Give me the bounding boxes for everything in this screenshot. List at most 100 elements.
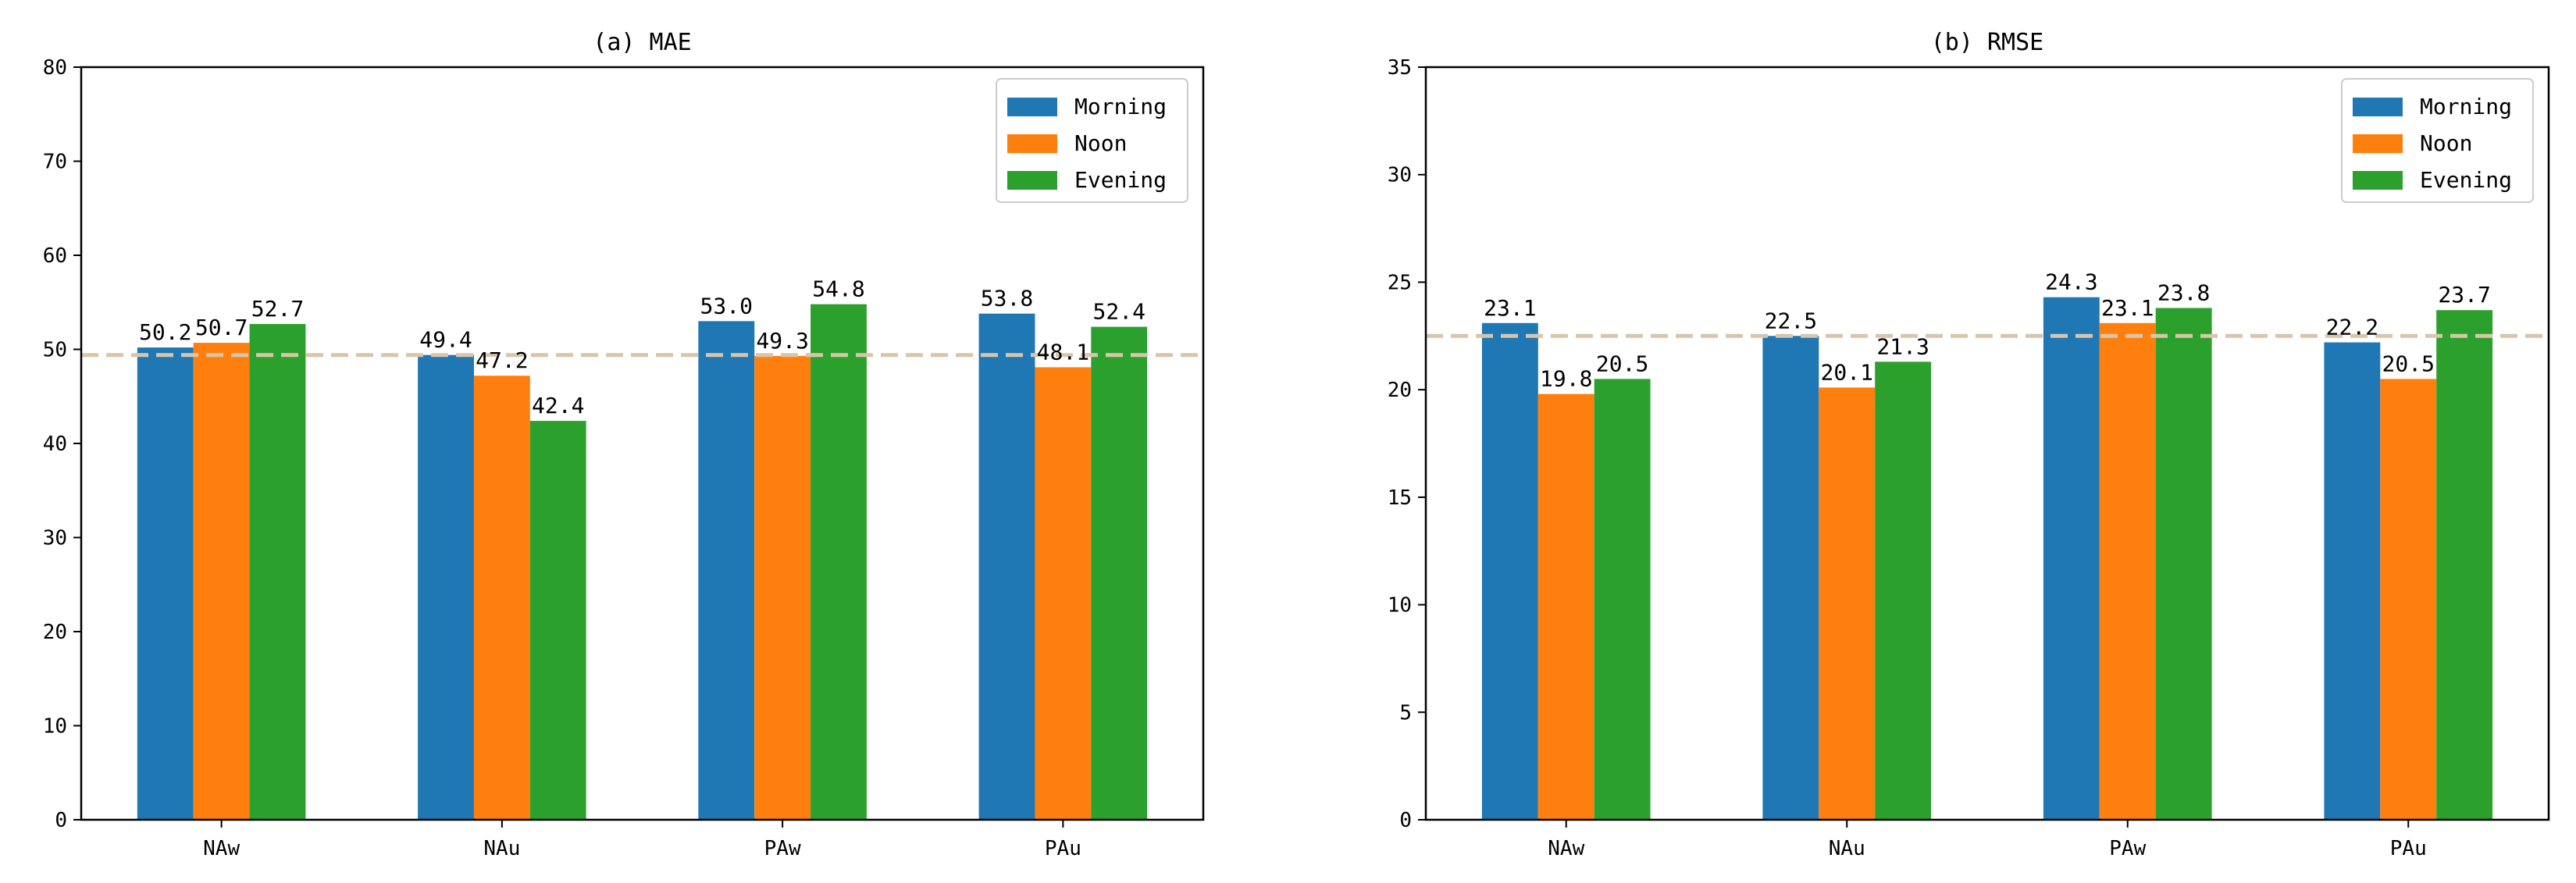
- bar-evening-nau: [1875, 361, 1932, 820]
- chart-title: (a) MAE: [593, 29, 691, 56]
- y-tick-label: 60: [43, 244, 67, 268]
- y-tick-label: 25: [1388, 271, 1412, 294]
- bar-noon-pau: [1035, 367, 1092, 820]
- x-tick-label: NAw: [1548, 837, 1584, 860]
- y-tick-label: 35: [1388, 56, 1412, 80]
- data-label: 49.4: [419, 327, 472, 353]
- legend-swatch-morning: [2353, 98, 2403, 116]
- bar-noon-paw: [2099, 322, 2156, 820]
- y-tick-label: 30: [1388, 164, 1412, 187]
- data-label: 50.7: [195, 315, 248, 340]
- legend: Morning Noon Evening: [996, 78, 1188, 203]
- bar-morning-paw: [698, 321, 755, 821]
- bar-noon-nau: [1819, 387, 1876, 821]
- y-tick-label: 20: [43, 621, 67, 644]
- data-label: 20.5: [2382, 351, 2435, 376]
- bar-morning-pau: [978, 313, 1035, 821]
- legend: Morning Noon Evening: [2341, 78, 2534, 203]
- x-tick-label: PAw: [2109, 837, 2146, 860]
- data-label: 52.7: [251, 296, 304, 322]
- legend-label-evening: Evening: [2420, 167, 2512, 193]
- x-tick-label: NAw: [203, 837, 240, 860]
- data-labels: 50.2 49.4 53.0 53.8 50.7 47.2 49.3 48.1 52.7 42.4…: [139, 276, 1145, 418]
- data-label: 23.1: [1484, 295, 1536, 321]
- y-tick-label: 10: [1388, 594, 1412, 618]
- y-tick-label: 20: [1388, 379, 1412, 402]
- legend-label-evening: Evening: [1074, 167, 1167, 193]
- y-tick-label: 0: [55, 809, 67, 832]
- bar-noon-naw: [193, 343, 250, 820]
- legend-swatch-morning: [1007, 98, 1057, 116]
- bar-morning-nau: [1762, 336, 1819, 820]
- y-tick-label: 50: [43, 339, 67, 362]
- x-tick-label: PAw: [764, 837, 801, 860]
- data-label: 53.0: [700, 293, 753, 319]
- legend-swatch-noon: [1007, 134, 1057, 153]
- data-label: 23.1: [2101, 295, 2154, 321]
- y-tick-label: 10: [43, 715, 67, 739]
- bar-noon-paw: [754, 355, 811, 820]
- y-tick-label: 70: [43, 151, 67, 174]
- y-tick-label: 5: [1399, 701, 1412, 725]
- bars: [137, 304, 1148, 821]
- bar-morning-nau: [418, 354, 474, 821]
- x-tick-label: PAu: [2390, 837, 2427, 860]
- data-label: 21.3: [1876, 333, 1929, 359]
- bar-evening-naw: [1594, 379, 1651, 820]
- y-tick-label: 80: [43, 56, 67, 80]
- x-tick-label: NAu: [483, 837, 520, 860]
- legend-label-morning: Morning: [2420, 94, 2512, 119]
- axes-frame: [1424, 66, 2550, 821]
- bar-evening-pau: [2436, 310, 2493, 821]
- chart-panel-2: (b) RMSE 23.1 22.5 24.3 22.2 19.8 20.1 23.1 20.5…: [1388, 29, 2550, 860]
- data-label: 23.8: [2157, 279, 2210, 305]
- legend-label-morning: Morning: [1074, 94, 1167, 119]
- chart-title: (b) RMSE: [1931, 29, 2044, 56]
- data-label: 22.5: [1765, 308, 1817, 333]
- legend-swatch-evening: [1007, 171, 1057, 190]
- data-label: 23.7: [2438, 282, 2490, 308]
- data-label: 24.3: [2045, 269, 2097, 295]
- legend-label-noon: Noon: [1074, 130, 1127, 156]
- data-label: 48.1: [1037, 339, 1089, 365]
- y-tick-label: 0: [1399, 809, 1412, 832]
- y-axis: 0 5 10 15 20 25 30 35: [1388, 56, 1426, 832]
- y-tick-label: 40: [43, 433, 67, 456]
- data-label: 53.8: [981, 286, 1033, 312]
- data-label: 54.8: [812, 276, 864, 302]
- bar-noon-naw: [1537, 393, 1594, 820]
- bars: [1481, 297, 2493, 821]
- bar-morning-naw: [1481, 322, 1538, 820]
- legend-label-noon: Noon: [2420, 130, 2472, 156]
- x-tick-label: NAu: [1829, 837, 1865, 860]
- data-labels: 23.1 22.5 24.3 22.2 19.8 20.1 23.1 20.5 20.5 21.3…: [1484, 269, 2491, 392]
- y-tick-label: 15: [1388, 486, 1412, 510]
- x-axis: NAw NAu PAw PAu: [1548, 820, 2427, 860]
- legend-swatch-noon: [2353, 134, 2403, 153]
- data-label: 50.2: [139, 319, 191, 345]
- bar-evening-naw: [249, 323, 306, 821]
- bar-noon-pau: [2380, 379, 2437, 820]
- data-label: 20.5: [1596, 351, 1648, 376]
- data-label: 49.3: [756, 328, 808, 354]
- bar-morning-paw: [2043, 297, 2100, 820]
- data-label: 42.4: [532, 393, 584, 418]
- bar-evening-paw: [2155, 308, 2212, 821]
- data-label: 52.4: [1093, 299, 1145, 325]
- bar-evening-nau: [529, 421, 586, 820]
- data-label: 22.2: [2326, 315, 2378, 340]
- data-label: 20.1: [1821, 359, 1873, 385]
- y-axis: 0 10 20 30 40 50 60 70 80: [43, 56, 81, 832]
- bar-evening-pau: [1091, 326, 1148, 821]
- data-label: 19.8: [1540, 366, 1592, 392]
- x-tick-label: PAu: [1045, 837, 1081, 860]
- x-axis: NAw NAu PAw PAu: [203, 820, 1081, 860]
- legend-swatch-evening: [2353, 171, 2403, 190]
- bar-morning-pau: [2324, 342, 2381, 820]
- y-tick-label: 30: [43, 527, 67, 550]
- data-label: 47.2: [476, 347, 528, 373]
- bar-noon-nau: [473, 376, 530, 820]
- bar-morning-naw: [137, 347, 194, 821]
